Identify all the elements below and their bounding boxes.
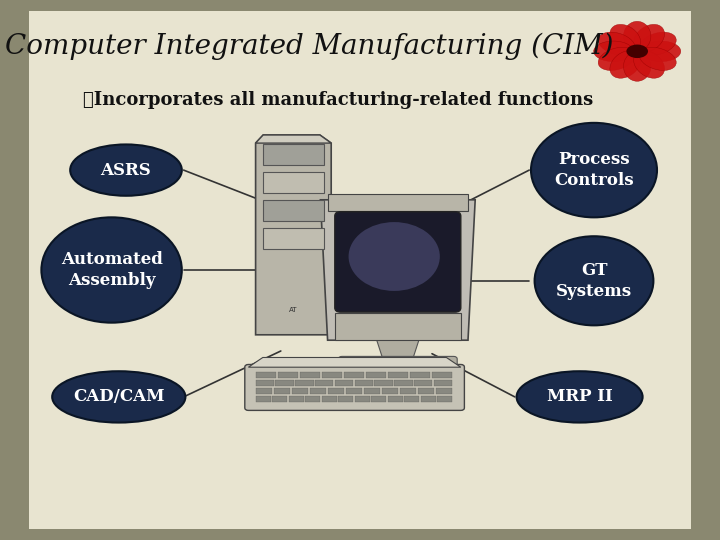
FancyBboxPatch shape bbox=[310, 388, 326, 394]
Text: MRP II: MRP II bbox=[546, 388, 613, 406]
Ellipse shape bbox=[70, 144, 181, 195]
Ellipse shape bbox=[624, 51, 651, 82]
FancyBboxPatch shape bbox=[346, 388, 362, 394]
FancyBboxPatch shape bbox=[437, 396, 452, 402]
FancyBboxPatch shape bbox=[414, 380, 432, 386]
FancyBboxPatch shape bbox=[256, 380, 274, 386]
FancyBboxPatch shape bbox=[436, 388, 452, 394]
FancyBboxPatch shape bbox=[322, 372, 342, 378]
FancyBboxPatch shape bbox=[410, 372, 430, 378]
Ellipse shape bbox=[348, 222, 440, 291]
FancyBboxPatch shape bbox=[433, 380, 452, 386]
FancyBboxPatch shape bbox=[256, 372, 276, 378]
Ellipse shape bbox=[634, 24, 665, 52]
Ellipse shape bbox=[642, 41, 681, 62]
Ellipse shape bbox=[626, 45, 648, 58]
Text: AT: AT bbox=[289, 307, 297, 313]
FancyBboxPatch shape bbox=[366, 372, 386, 378]
Ellipse shape bbox=[41, 217, 181, 322]
Polygon shape bbox=[320, 200, 475, 340]
Ellipse shape bbox=[610, 24, 641, 52]
Text: GT
Systems: GT Systems bbox=[556, 262, 632, 300]
FancyBboxPatch shape bbox=[335, 380, 353, 386]
FancyBboxPatch shape bbox=[289, 396, 304, 402]
Ellipse shape bbox=[593, 41, 633, 62]
FancyBboxPatch shape bbox=[364, 388, 380, 394]
Text: Process
Controls: Process Controls bbox=[554, 151, 634, 189]
Ellipse shape bbox=[639, 48, 676, 70]
Ellipse shape bbox=[634, 51, 665, 78]
FancyBboxPatch shape bbox=[431, 372, 452, 378]
FancyBboxPatch shape bbox=[322, 396, 337, 402]
Text: Automated
Assembly: Automated Assembly bbox=[60, 251, 163, 289]
Text: ASRS: ASRS bbox=[101, 161, 151, 179]
Polygon shape bbox=[256, 135, 331, 143]
Text: CAD/CAM: CAD/CAM bbox=[73, 388, 165, 406]
FancyBboxPatch shape bbox=[272, 396, 287, 402]
FancyBboxPatch shape bbox=[278, 372, 298, 378]
Text: ❧Incorporates all manufacturing-related functions: ❧Incorporates all manufacturing-related … bbox=[84, 91, 593, 109]
FancyBboxPatch shape bbox=[300, 372, 320, 378]
Polygon shape bbox=[256, 135, 331, 335]
FancyBboxPatch shape bbox=[395, 380, 413, 386]
FancyBboxPatch shape bbox=[335, 313, 461, 340]
Ellipse shape bbox=[639, 32, 676, 55]
Ellipse shape bbox=[531, 123, 657, 217]
FancyBboxPatch shape bbox=[315, 380, 333, 386]
FancyBboxPatch shape bbox=[420, 396, 436, 402]
Ellipse shape bbox=[598, 32, 635, 55]
FancyBboxPatch shape bbox=[418, 388, 434, 394]
FancyBboxPatch shape bbox=[29, 11, 691, 529]
Ellipse shape bbox=[534, 237, 654, 325]
FancyBboxPatch shape bbox=[354, 396, 369, 402]
FancyBboxPatch shape bbox=[292, 388, 308, 394]
FancyBboxPatch shape bbox=[387, 372, 408, 378]
FancyBboxPatch shape bbox=[263, 200, 324, 221]
FancyBboxPatch shape bbox=[274, 388, 290, 394]
FancyBboxPatch shape bbox=[263, 144, 324, 165]
FancyBboxPatch shape bbox=[404, 396, 419, 402]
FancyBboxPatch shape bbox=[371, 396, 386, 402]
FancyBboxPatch shape bbox=[335, 212, 461, 312]
FancyBboxPatch shape bbox=[382, 388, 398, 394]
FancyBboxPatch shape bbox=[338, 356, 457, 378]
FancyBboxPatch shape bbox=[343, 372, 364, 378]
Ellipse shape bbox=[610, 51, 641, 78]
Text: Computer Integrated Manufacturing (CIM): Computer Integrated Manufacturing (CIM) bbox=[5, 32, 614, 59]
Ellipse shape bbox=[598, 48, 635, 70]
FancyBboxPatch shape bbox=[374, 380, 393, 386]
Polygon shape bbox=[377, 340, 419, 362]
FancyBboxPatch shape bbox=[256, 388, 272, 394]
FancyBboxPatch shape bbox=[354, 380, 373, 386]
Ellipse shape bbox=[624, 21, 651, 51]
FancyBboxPatch shape bbox=[305, 396, 320, 402]
FancyBboxPatch shape bbox=[387, 396, 402, 402]
FancyBboxPatch shape bbox=[256, 396, 271, 402]
FancyBboxPatch shape bbox=[295, 380, 314, 386]
FancyBboxPatch shape bbox=[245, 364, 464, 410]
Ellipse shape bbox=[517, 372, 643, 422]
Polygon shape bbox=[248, 357, 461, 367]
FancyBboxPatch shape bbox=[263, 228, 324, 249]
FancyBboxPatch shape bbox=[263, 172, 324, 193]
FancyBboxPatch shape bbox=[338, 396, 353, 402]
FancyBboxPatch shape bbox=[328, 194, 468, 211]
Ellipse shape bbox=[53, 372, 186, 422]
FancyBboxPatch shape bbox=[275, 380, 294, 386]
FancyBboxPatch shape bbox=[328, 388, 344, 394]
FancyBboxPatch shape bbox=[400, 388, 416, 394]
